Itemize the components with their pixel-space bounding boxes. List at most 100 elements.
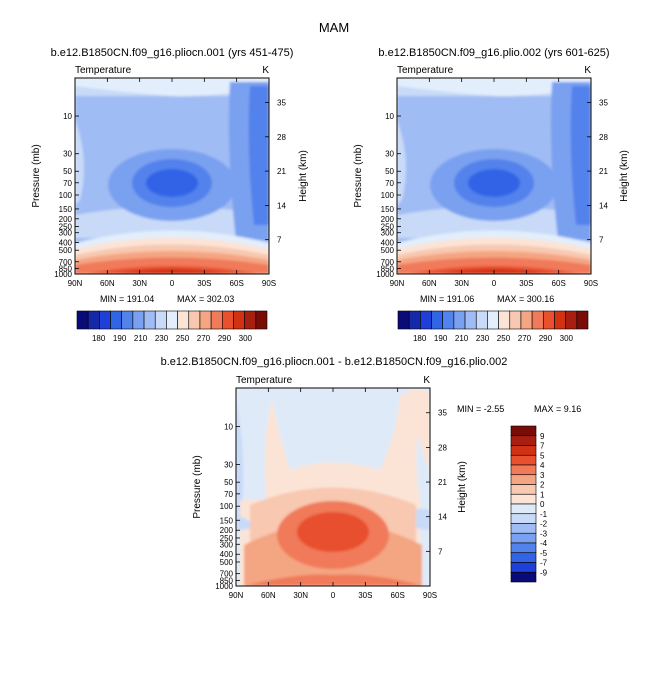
y-tick-label: 200 [59,215,73,224]
x-tick-label: 30N [132,279,147,288]
colorbar-label: 210 [455,334,469,343]
panel-a-colorbar: 180 190 210 230 250 270 290 300 [76,310,268,343]
x-tick-label: 30S [358,591,372,600]
panel-a-variable-label: Temperature [75,65,132,76]
colorbar-swatch [509,310,522,330]
panel-b-colorbar: 180 190 210 230 250 270 290 300 [397,310,589,343]
colorbar-label: 9 [540,432,545,441]
y-tick-label: 700 [381,258,395,267]
y-tick-label: 1000 [376,270,394,279]
height-tick-label: 35 [438,409,447,418]
colorbar-swatch [453,310,466,330]
colorbar-label: 250 [497,334,511,343]
y-tick-label: 30 [224,460,233,469]
colorbar-swatch [510,464,537,476]
y-tick-label: 1000 [54,270,72,279]
colorbar-label: 2 [540,481,545,490]
colorbar-swatch [487,310,499,330]
height-tick-label: 35 [599,98,608,107]
panel-a-y2label: Height (km) [298,150,309,202]
panel-c-max-label: MAX = 9.16 [534,404,581,414]
colorbar-swatch [510,425,537,437]
panel-a-h-ticks: 35 28 21 14 7 [265,98,286,245]
colorbar-swatch [464,310,477,330]
x-tick-label: 60S [391,591,405,600]
page-title: MAM [319,20,349,35]
colorbar-label: -7 [540,559,548,568]
colorbar-swatch [510,552,537,563]
panel-a-sp-pole-core [248,86,269,225]
x-tick-label: 0 [492,279,497,288]
colorbar-swatch [510,493,537,505]
panel-b-np-pole-wall [397,120,406,205]
x-tick-label: 90S [262,279,276,288]
panel-c-x-ticks: 90N 60N 30N 0 30S 60S 90S [229,388,437,600]
colorbar-swatch [143,310,156,330]
colorbar-label: 300 [239,334,253,343]
panel-b-tropopause-core [468,169,520,197]
panel-a-max-label: MAX = 302.03 [177,294,234,304]
y-tick-label: 250 [381,222,395,231]
y-tick-label: 30 [63,150,72,159]
y-tick-label: 200 [220,526,234,535]
y-tick-label: 10 [63,112,72,121]
panel-b-y2label: Height (km) [619,150,630,202]
height-tick-label: 21 [277,167,286,176]
panel-c-sp-positive [410,389,430,470]
panel-c-np-negative [236,400,244,532]
colorbar-swatch [244,310,257,330]
y-tick-label: 300 [59,229,73,238]
height-tick-label: 7 [599,236,604,245]
panel-c-y2label: Height (km) [457,461,468,513]
panel-b-units-label: K [584,65,591,76]
panel-a-contour-field [75,78,269,274]
height-tick-label: 28 [438,443,447,452]
panel-b-lowstrat-band [397,206,591,238]
colorbar-swatch [221,310,234,330]
colorbar-label: 230 [155,334,169,343]
height-tick-label: 28 [599,133,608,142]
colorbar-label: 290 [539,334,553,343]
y-tick-label: 700 [220,570,234,579]
colorbar-swatch [510,474,537,485]
x-tick-label: 90N [229,591,244,600]
colorbar-swatch [542,310,555,330]
height-tick-label: 14 [599,201,608,210]
x-tick-label: 30N [293,591,308,600]
panel-b-title: b.e12.B1850CN.f09_g16.plio.002 (yrs 601-… [378,47,609,59]
height-tick-label: 28 [277,133,286,142]
x-tick-label: 90N [68,279,83,288]
panel-c-contour-field [236,388,430,586]
panel-b-x-ticks: 90N 60N 30N 0 30S 60S 90S [390,78,598,288]
colorbar-label: -4 [540,539,548,548]
colorbar-label: -2 [540,520,548,529]
colorbar-swatch [510,532,537,544]
panel-a-min-label: MIN = 191.04 [100,294,154,304]
y-tick-label: 100 [59,191,73,200]
colorbar-swatch [510,542,537,554]
x-tick-label: 0 [331,591,336,600]
panel-b-min-label: MIN = 191.06 [420,294,474,304]
colorbar-swatch [498,310,511,330]
colorbar-swatch [233,310,245,330]
y-tick-label: 50 [385,167,394,176]
colorbar-swatch [510,445,537,456]
y-tick-label: 70 [63,179,72,188]
colorbar-swatch [554,310,566,330]
y-tick-label: 400 [381,239,395,248]
y-tick-label: 70 [224,490,233,499]
panel-c-surface-warm [244,574,424,586]
colorbar-label: 0 [540,500,545,509]
x-tick-label: 90S [584,279,598,288]
height-tick-label: 14 [277,201,286,210]
panel-c-upper-trop-core [297,512,369,552]
colorbar-label: 180 [92,334,106,343]
colorbar-swatch [520,310,533,330]
panel-a-np-pole-wall [75,120,84,205]
colorbar-swatch [166,310,178,330]
colorbar-label: 190 [113,334,127,343]
colorbar-swatch [510,484,537,495]
